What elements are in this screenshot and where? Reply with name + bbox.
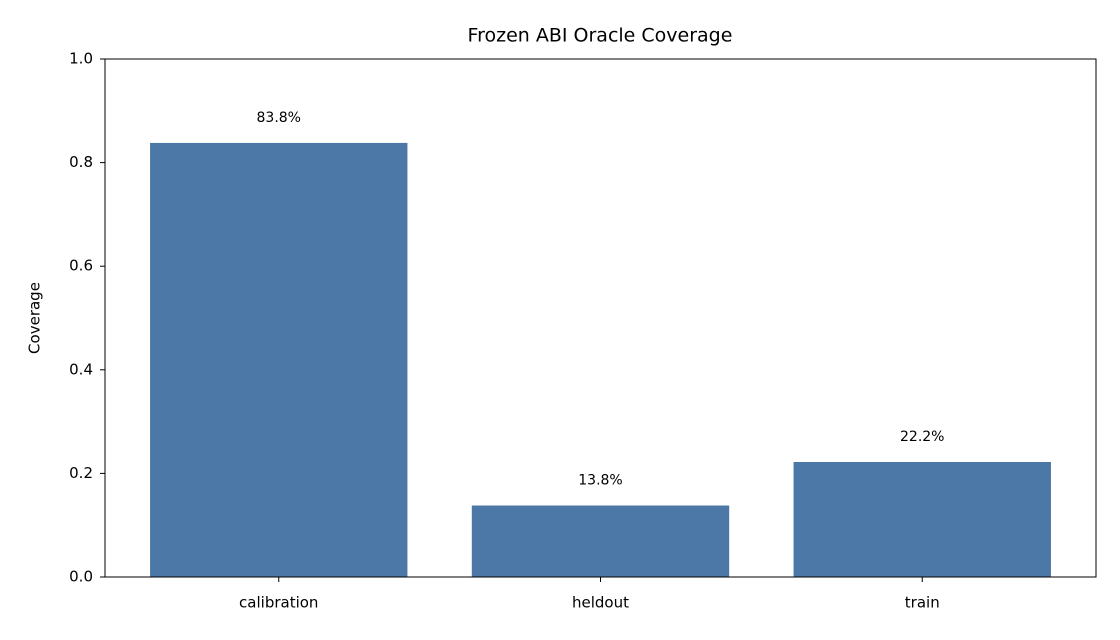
chart-title: Frozen ABI Oracle Coverage	[468, 25, 733, 47]
y-tick-label: 0.0	[69, 568, 93, 586]
plot-frame	[104, 58, 1097, 578]
y-tick-label: 0.6	[69, 257, 93, 275]
y-tick-label: 0.2	[69, 464, 93, 482]
y-tick-label: 1.0	[69, 50, 93, 68]
x-tick-label: heldout	[572, 594, 629, 612]
value-label: 22.2%	[900, 429, 944, 445]
y-axis-label: Coverage	[26, 282, 44, 354]
x-tick-label: train	[905, 594, 940, 612]
value-label: 83.8%	[257, 110, 301, 126]
x-tick-label: calibration	[239, 594, 318, 612]
bar	[150, 142, 408, 577]
y-tick-label: 0.4	[69, 360, 93, 378]
y-tick-label: 0.8	[69, 153, 93, 171]
value-label: 13.8%	[578, 473, 622, 489]
bar	[793, 462, 1051, 577]
bar	[471, 505, 730, 577]
